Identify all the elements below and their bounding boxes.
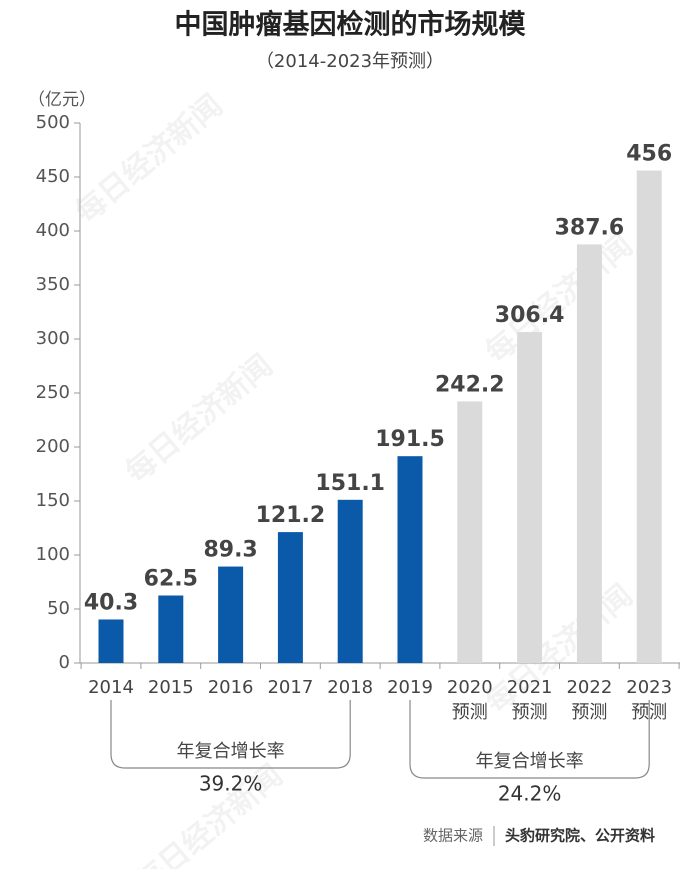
y-tick-label: 150 [36, 490, 70, 511]
value-label: 89.3 [203, 538, 257, 563]
bar [98, 619, 124, 663]
value-label: 151.1 [315, 471, 385, 496]
bar [218, 566, 244, 663]
x-tick-label: 2018 [327, 677, 373, 698]
bar [158, 595, 184, 663]
x-tick-label: 2014 [88, 677, 134, 698]
value-label: 121.2 [256, 503, 326, 528]
x-tick-sublabel: 预测 [571, 702, 607, 723]
watermark: 每日经济新闻 [479, 578, 639, 721]
y-tick-label: 450 [36, 166, 70, 187]
bar [636, 170, 662, 663]
bracket [110, 700, 351, 769]
bracket [409, 700, 650, 779]
x-tick-label: 2021 [507, 677, 553, 698]
y-tick-label: 100 [36, 544, 70, 565]
y-tick-label: 400 [36, 220, 70, 241]
x-tick-sublabel: 预测 [512, 702, 548, 723]
y-tick-label: 200 [36, 436, 70, 457]
annotation-label: 年复合增长率 [177, 741, 285, 762]
x-tick-label: 2022 [566, 677, 612, 698]
value-label: 456 [626, 142, 672, 167]
y-unit: （亿元） [28, 90, 96, 110]
annotation-value: 24.2% [498, 782, 562, 806]
x-tick-label: 2017 [267, 677, 313, 698]
value-label: 62.5 [144, 567, 198, 592]
bar [576, 244, 602, 663]
bar [397, 456, 423, 663]
x-tick-label: 2020 [447, 677, 493, 698]
y-tick-label: 250 [36, 382, 70, 403]
value-label: 306.4 [495, 303, 565, 328]
chart-title: 中国肿瘤基因检测的市场规模 [175, 9, 526, 41]
y-tick-label: 350 [36, 274, 70, 295]
y-tick-label: 50 [47, 598, 70, 619]
annotation-value: 39.2% [199, 772, 263, 796]
source: 头豹研究院、公开资料 [505, 827, 655, 845]
value-label: 242.2 [435, 372, 505, 397]
watermark: 每日经济新闻 [119, 348, 279, 491]
bar [457, 401, 483, 663]
chart-subtitle: （2014-2023年预测） [256, 51, 444, 72]
y-tick-label: 500 [36, 112, 70, 133]
x-tick-label: 2023 [626, 677, 672, 698]
value-label: 191.5 [375, 427, 445, 452]
value-label: 40.3 [84, 590, 138, 615]
x-tick-label: 2019 [387, 677, 433, 698]
x-tick-sublabel: 预测 [452, 702, 488, 723]
bar [337, 499, 363, 663]
annotation-label: 年复合增长率 [476, 751, 584, 772]
watermark: 每日经济新闻 [479, 228, 639, 371]
bar [517, 332, 543, 663]
y-tick-label: 300 [36, 328, 70, 349]
bar [277, 532, 303, 663]
x-tick-label: 2016 [208, 677, 254, 698]
source-label: 数据来源 [423, 827, 483, 845]
y-tick-label: 0 [59, 652, 70, 673]
x-tick-label: 2015 [148, 677, 194, 698]
value-label: 387.6 [555, 215, 625, 240]
